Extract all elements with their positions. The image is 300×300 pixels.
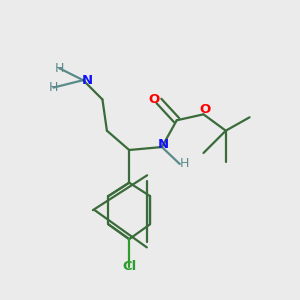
- Text: N: N: [158, 138, 169, 151]
- Text: H: H: [49, 81, 58, 94]
- Text: N: N: [82, 74, 93, 87]
- Text: O: O: [200, 103, 211, 116]
- Text: H: H: [179, 158, 189, 170]
- Text: H: H: [55, 62, 64, 75]
- Text: Cl: Cl: [122, 260, 136, 273]
- Text: O: O: [148, 93, 159, 106]
